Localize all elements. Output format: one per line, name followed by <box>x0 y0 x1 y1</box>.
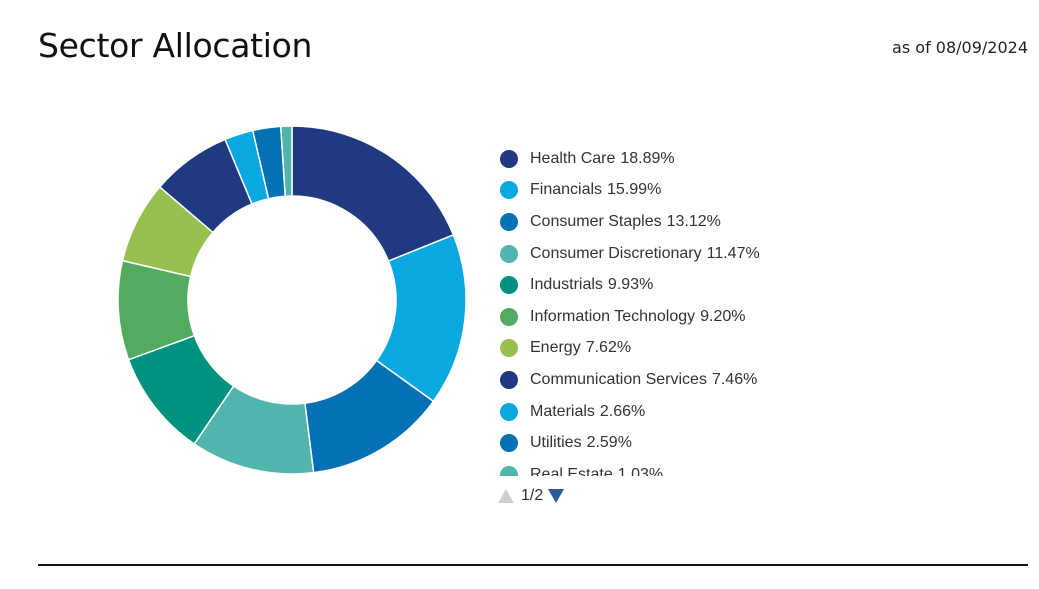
legend-label: Energy <box>530 339 581 357</box>
page-title: Sector Allocation <box>38 26 313 65</box>
legend-pager: 1/2 <box>498 486 565 506</box>
donut-slice-health-care[interactable] <box>291 125 455 263</box>
as-of-date: as of 08/09/2024 <box>892 38 1028 57</box>
legend-label: Consumer Discretionary <box>530 244 702 262</box>
legend-value: 18.89% <box>620 149 675 167</box>
legend-value: 2.66% <box>599 402 646 420</box>
legend-swatch-icon <box>500 370 518 389</box>
donut-slice-real-estate[interactable] <box>279 125 293 198</box>
legend-item-consumer-discretionary[interactable]: Consumer Discretionary 11.47% <box>500 238 830 270</box>
legend-value: 2.59% <box>586 434 632 452</box>
legend-label: Information Technology <box>530 307 696 325</box>
legend-swatch-icon <box>500 276 518 295</box>
legend-label: Consumer Staples <box>530 212 662 230</box>
legend-value: 9.93% <box>607 276 654 294</box>
legend-value: 13.12% <box>666 212 721 230</box>
legend-label: Industrials <box>530 276 603 294</box>
legend-label: Real Estate <box>530 465 613 476</box>
legend-item-real-estate[interactable]: Real Estate 1.03% <box>500 459 830 476</box>
legend-item-communication-services[interactable]: Communication Services 7.46% <box>500 364 830 396</box>
legend-swatch-icon <box>500 434 518 453</box>
legend-value: 1.03% <box>617 465 664 476</box>
donut-chart <box>110 118 474 482</box>
legend-item-energy[interactable]: Energy 7.62% <box>500 333 830 365</box>
legend-item-consumer-staples[interactable]: Consumer Staples 13.12% <box>500 206 830 238</box>
legend-value: 11.47% <box>706 244 760 262</box>
triangle-down-icon[interactable] <box>548 489 565 503</box>
legend-swatch-icon <box>500 465 518 476</box>
legend-item-information-technology[interactable]: Information Technology 9.20% <box>500 301 830 333</box>
legend-label: Communication Services <box>530 370 707 388</box>
legend-label: Utilities <box>530 434 582 452</box>
legend-swatch-icon <box>500 212 518 231</box>
bottom-divider <box>38 564 1028 566</box>
legend-value: 7.46% <box>711 370 758 388</box>
legend-swatch-icon <box>500 244 518 263</box>
triangle-up-icon[interactable] <box>498 489 514 503</box>
legend-label: Materials <box>530 402 595 420</box>
legend-item-financials[interactable]: Financials 15.99% <box>500 175 830 207</box>
legend-swatch-icon <box>500 402 518 421</box>
legend-value: 7.62% <box>585 339 632 357</box>
legend-item-materials[interactable]: Materials 2.66% <box>500 396 830 428</box>
pager-page-indicator: 1/2 <box>521 487 544 504</box>
legend-label: Financials <box>530 181 603 199</box>
legend-swatch-icon <box>500 307 518 326</box>
chart-legend: Health Care 18.89% Financials 15.99% Consume… <box>500 143 830 476</box>
legend-swatch-icon <box>500 181 518 200</box>
legend-label: Health Care <box>530 149 616 167</box>
legend-item-utilities[interactable]: Utilities 2.59% <box>500 427 830 459</box>
legend-item-health-care[interactable]: Health Care 18.89% <box>500 143 830 175</box>
legend-swatch-icon <box>500 149 518 168</box>
legend-swatch-icon <box>500 339 518 358</box>
legend-item-industrials[interactable]: Industrials 9.93% <box>500 269 830 301</box>
legend-value: 9.20% <box>700 307 746 325</box>
donut-chart-svg <box>117 125 467 475</box>
legend-value: 15.99% <box>607 181 662 199</box>
